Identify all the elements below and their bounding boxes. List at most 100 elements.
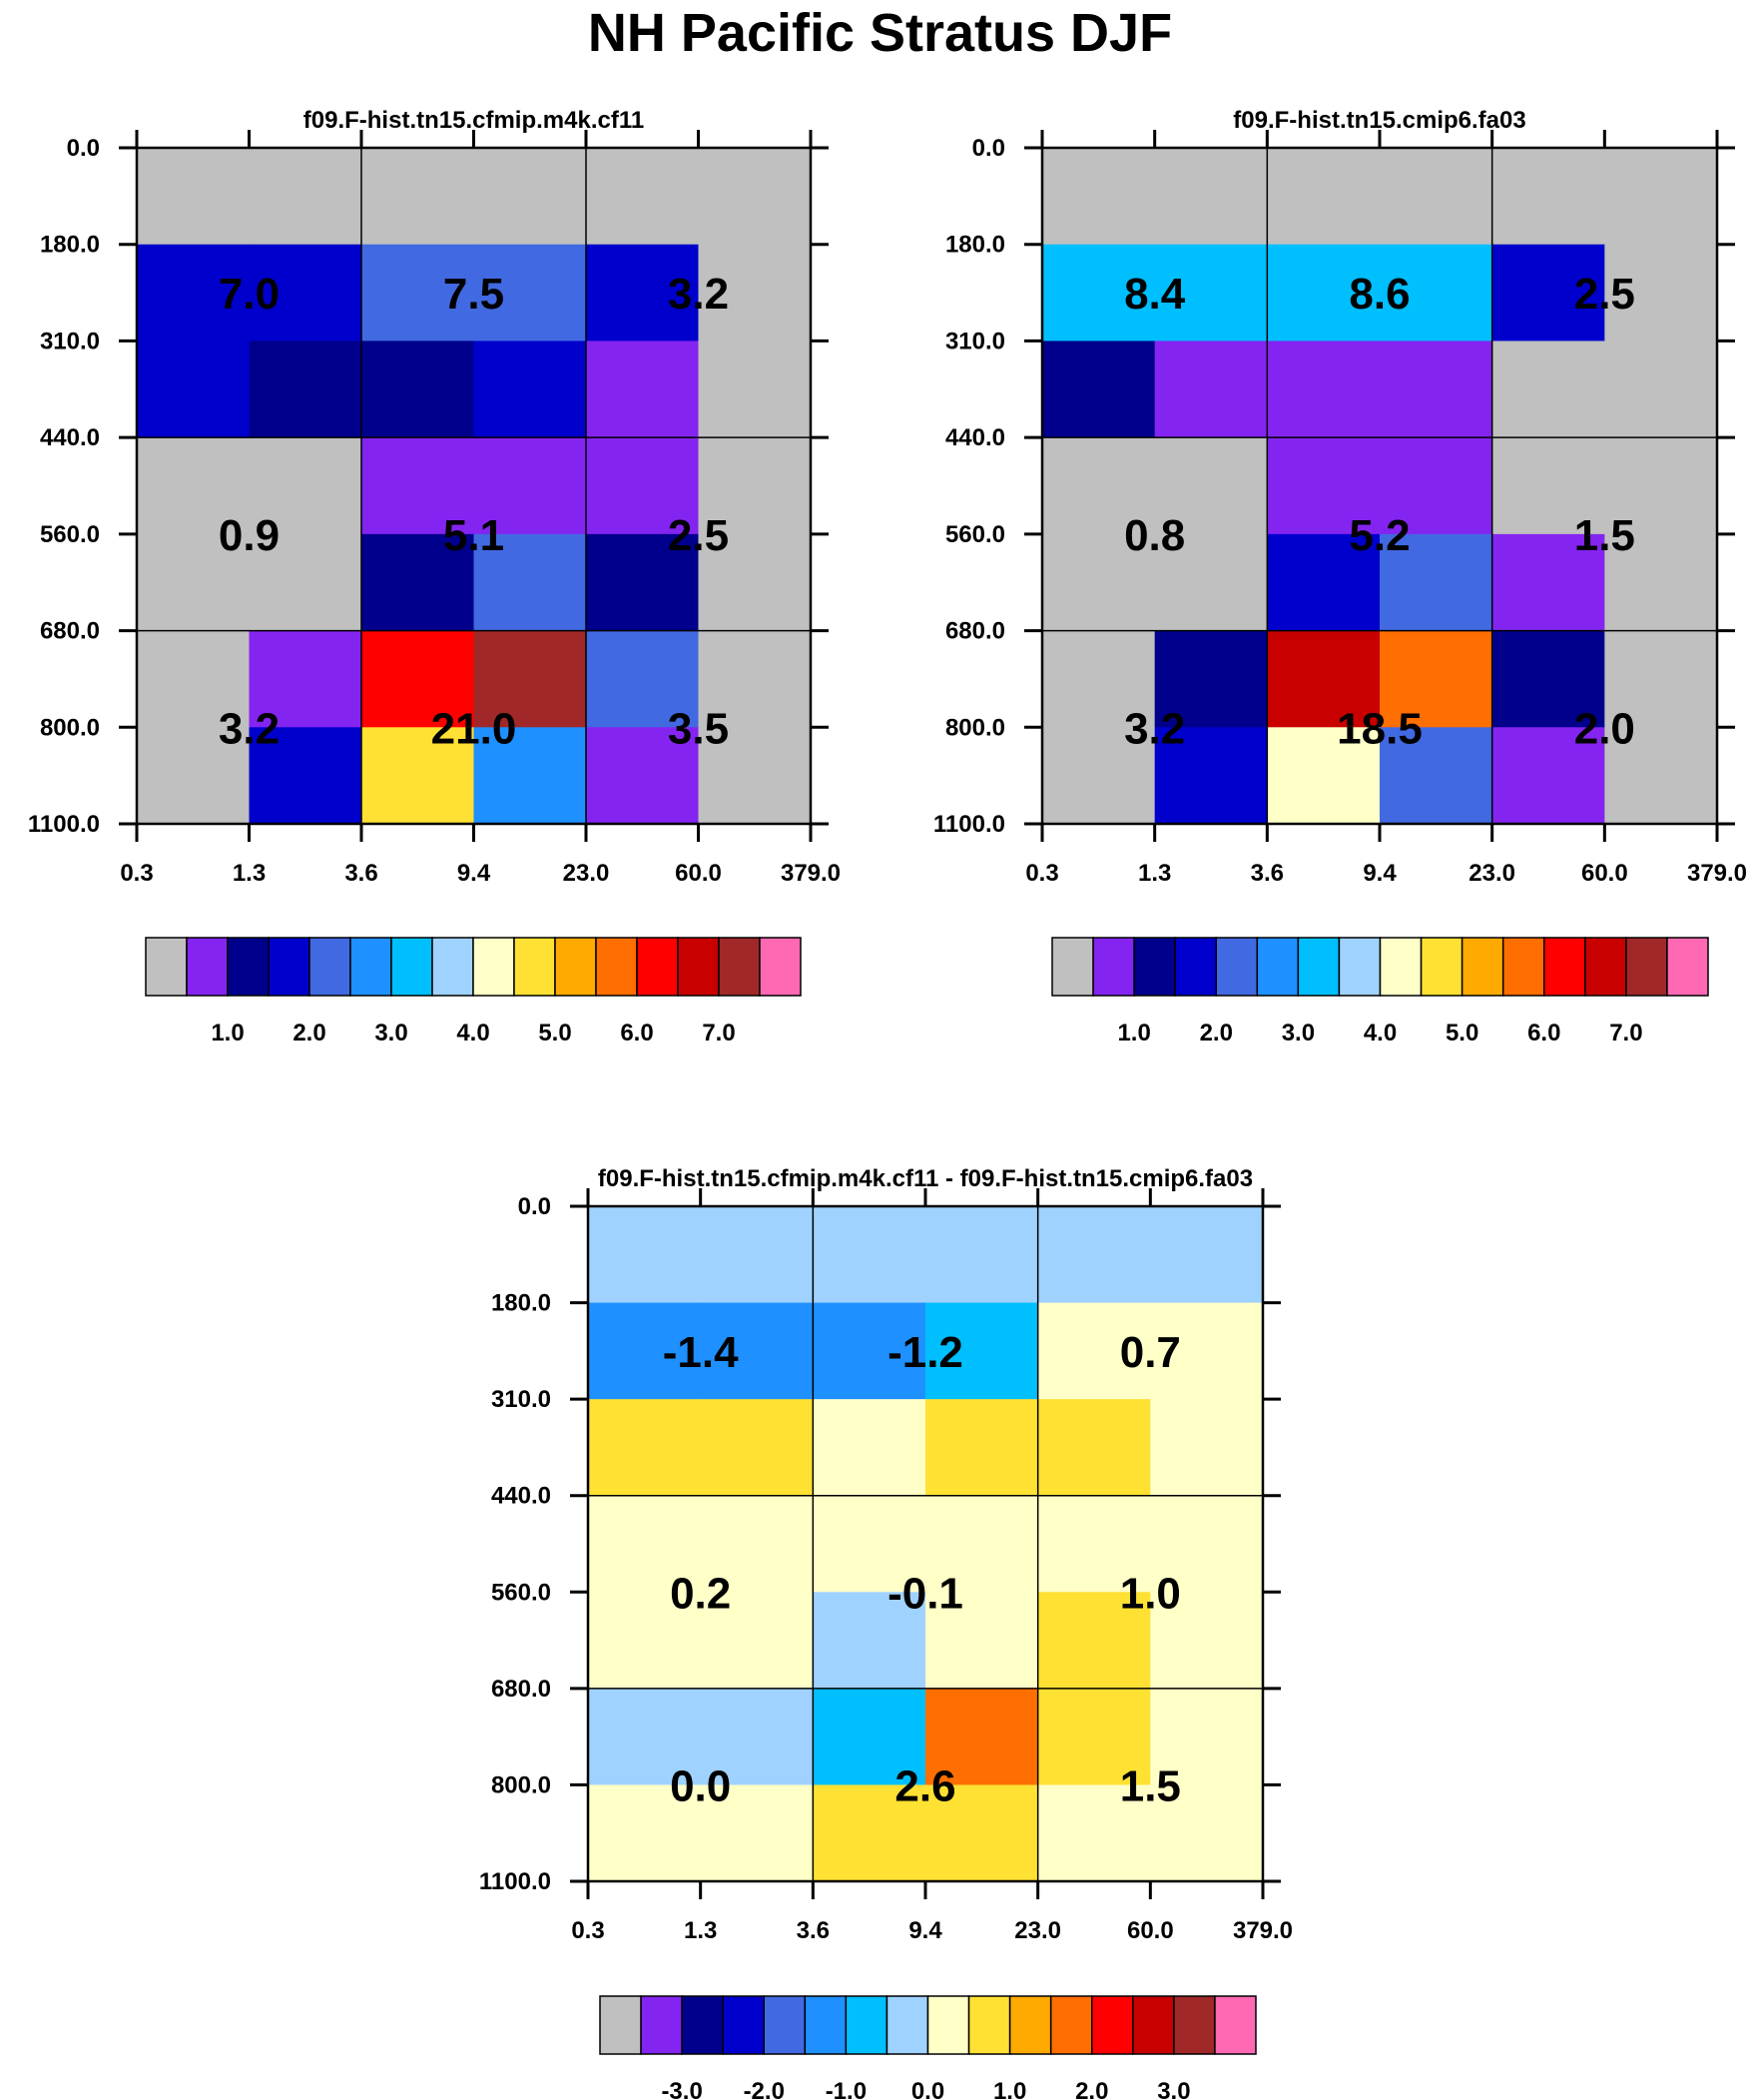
heatmap-cell: [137, 630, 250, 728]
data-label: 5.2: [1349, 511, 1410, 560]
heatmap-cell: [925, 1302, 1039, 1400]
colorbar-box: [554, 937, 597, 997]
colorbar-box: [1051, 937, 1094, 997]
heatmap-cell: [1150, 1688, 1264, 1785]
colorbar-box: [1379, 937, 1423, 997]
x-tick-label: 9.4: [1363, 860, 1397, 887]
colorbar-box: [1174, 937, 1217, 997]
heatmap-cell: [1380, 341, 1493, 438]
heatmap-cell: [925, 1206, 1039, 1304]
heatmap-cell: [698, 244, 812, 342]
colorbar-label: 5.0: [1446, 1020, 1478, 1047]
heatmap-cell: [361, 244, 474, 342]
y-tick-label: 560.0: [491, 1579, 551, 1606]
heatmap-cell: [813, 1784, 926, 1882]
heatmap-cell: [1150, 1592, 1264, 1690]
heatmap-cell: [588, 1399, 702, 1497]
chart-panel-2: f09.F-hist.tn15.cmip6.fa03 0.0 180.0 310.0 4…: [933, 107, 1747, 1047]
x-tick-label: 9.4: [908, 1917, 942, 1944]
colorbar-box: [595, 937, 638, 997]
y-tick-label: 1100.0: [933, 811, 1005, 838]
colorbar-box: [1049, 1995, 1093, 2055]
heatmap-cell: [1154, 630, 1268, 728]
heatmap-cell: [813, 1592, 926, 1690]
colorbar-box: [763, 1995, 807, 2055]
heatmap-cell: [1604, 437, 1718, 535]
heatmap-cell: [1042, 630, 1156, 728]
x-tick-label: 3.6: [797, 1917, 830, 1944]
data-label: 2.0: [1574, 704, 1635, 753]
heatmap-cell: [588, 1688, 702, 1785]
x-tick-label: 23.0: [1468, 860, 1515, 887]
heatmap-cell: [249, 148, 362, 246]
heatmap-cell: [813, 1206, 926, 1304]
colorbar-label: -3.0: [661, 2078, 702, 2100]
heatmap-cell: [361, 437, 474, 535]
heatmap-cell: [925, 1688, 1039, 1785]
x-tick-label: 0.3: [1025, 860, 1058, 887]
heatmap-cell: [700, 1302, 814, 1400]
heatmap-cell: [473, 148, 587, 246]
heatmap-cell: [473, 533, 587, 632]
heatmap-cell: [588, 1495, 702, 1593]
y-tick-label: 310.0: [40, 328, 100, 354]
heatmap-cell: [586, 341, 699, 438]
colorbar-label: 7.0: [1609, 1020, 1642, 1047]
colorbar-label: 3.0: [374, 1020, 407, 1047]
heatmap-cell: [1267, 148, 1381, 246]
heatmap-cell: [1037, 1784, 1151, 1882]
heatmap-cell: [700, 1592, 814, 1690]
heatmap-cell: [1491, 148, 1605, 246]
y-tick-label: 0.0: [972, 135, 1005, 162]
y-tick-label: 310.0: [491, 1386, 551, 1413]
x-tick-label: 3.6: [344, 860, 377, 887]
heatmap-cell: [925, 1399, 1039, 1497]
data-label: 0.8: [1124, 511, 1185, 560]
panel-title: f09.F-hist.tn15.cfmip.m4k.cf11 - f09.F-h…: [598, 1165, 1253, 1192]
colorbar-box: [1215, 937, 1259, 997]
x-tick-label: 60.0: [1581, 860, 1628, 887]
y-tick-label: 1100.0: [28, 811, 100, 838]
data-label: -1.2: [887, 1328, 963, 1377]
x-tick-label: 60.0: [1127, 1917, 1174, 1944]
heatmap-cell: [1491, 437, 1605, 535]
heatmap-cell: [1267, 244, 1381, 342]
data-label: 0.7: [1120, 1328, 1181, 1377]
colorbar-label: 1.0: [993, 2078, 1026, 2100]
colorbar-box: [1584, 937, 1627, 997]
y-tick-label: 0.0: [67, 135, 100, 162]
colorbar-box: [1008, 1995, 1052, 2055]
heatmap-cell: [925, 1495, 1039, 1593]
colorbar-box: [1133, 937, 1176, 997]
colorbar-box: [967, 1995, 1011, 2055]
x-tick-label: 23.0: [563, 860, 610, 887]
heatmap-cell: [698, 341, 812, 438]
data-label: 1.0: [1120, 1569, 1181, 1618]
heatmap-cell: [137, 244, 250, 342]
heatmap-cell: [1150, 1206, 1264, 1304]
colorbar-box: [640, 1995, 683, 2055]
colorbar-label: -2.0: [744, 2078, 785, 2100]
heatmap-cell: [249, 341, 362, 438]
colorbar-box: [472, 937, 515, 997]
heatmap-cell: [1150, 1399, 1264, 1497]
heatmap-cell: [1267, 533, 1381, 632]
colorbar-box: [145, 937, 188, 997]
heatmap-cell: [586, 244, 699, 342]
colorbar-label: 0.0: [911, 2078, 944, 2100]
heatmap-cell: [249, 437, 362, 535]
data-label: 0.2: [670, 1569, 731, 1618]
y-tick-label: 180.0: [40, 232, 100, 259]
y-tick-label: 180.0: [945, 232, 1005, 259]
colorbar-label: 1.0: [211, 1020, 244, 1047]
heatmap-cell: [1604, 630, 1718, 728]
x-tick-label: 379.0: [1687, 860, 1747, 887]
heatmap-cell: [137, 533, 250, 632]
heatmap-cell: [1042, 341, 1156, 438]
y-tick-label: 800.0: [945, 714, 1005, 741]
heatmap-cell: [588, 1302, 702, 1400]
heatmap-cell: [1154, 727, 1268, 825]
panel-title: f09.F-hist.tn15.cmip6.fa03: [1233, 107, 1525, 134]
heatmap-cell: [1491, 244, 1605, 342]
heatmap-cell: [361, 630, 474, 728]
